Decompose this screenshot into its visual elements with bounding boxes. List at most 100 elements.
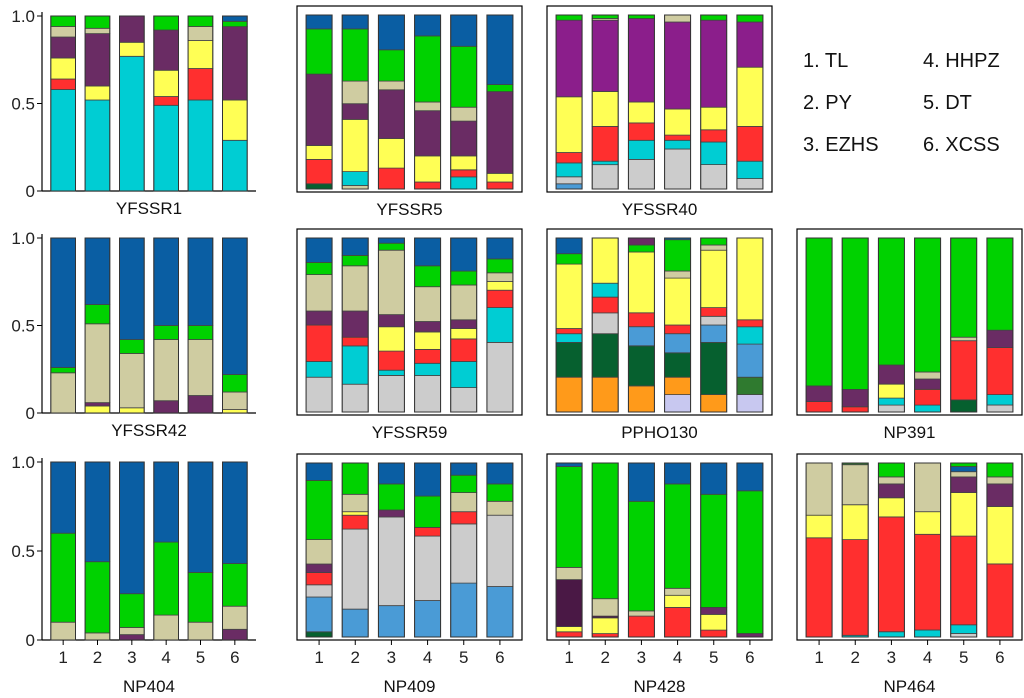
bar-outline <box>664 462 692 638</box>
bar-segment-yellow <box>414 331 442 350</box>
bar-segment-red <box>914 533 941 631</box>
bar-segment-red <box>986 347 1014 396</box>
bar-outline <box>914 462 942 638</box>
bar-segment-yellow <box>377 138 405 169</box>
bar-segment-darkgreen <box>950 399 978 413</box>
bar-segment-gray <box>486 514 514 587</box>
x-tick-label: 5 <box>709 648 718 667</box>
bar-segment-navy <box>414 237 442 267</box>
bar-segment-purple <box>377 509 405 518</box>
bar-segment-red <box>841 539 869 636</box>
bar-segment-navy <box>486 462 514 485</box>
bar-segment-tan <box>805 462 833 516</box>
bar-1 <box>805 462 833 638</box>
bar-segment-yellow <box>222 99 248 141</box>
bar-segment-red <box>555 328 583 335</box>
bar-outline <box>377 237 405 413</box>
bar-outline <box>555 14 583 190</box>
bar-segment-red <box>591 633 619 638</box>
bar-segment-red <box>414 348 442 364</box>
bar-segment-yellow <box>341 511 369 516</box>
bar-segment-red <box>555 631 583 638</box>
bar-segment-navy <box>341 14 369 30</box>
panel-title: NP409 <box>384 677 436 696</box>
bar-segment-purple <box>950 476 978 493</box>
bar-1 <box>555 237 583 413</box>
bar-outline <box>986 462 1014 638</box>
bar-segment-green <box>305 261 333 275</box>
bar-segment-tan <box>450 106 478 122</box>
bar-segment-yellow <box>950 492 978 537</box>
bar-segment-cyan <box>486 307 514 343</box>
x-tick-label: 6 <box>995 648 1004 667</box>
bar-segment-green <box>341 254 369 267</box>
panel-yfssr40: YFSSR40 <box>546 5 773 219</box>
bar-4 <box>414 462 442 638</box>
bar-3 <box>119 237 145 414</box>
bar-segment-yellow <box>736 237 764 321</box>
bar-segment-lightblue <box>341 608 369 638</box>
bar-3 <box>877 237 905 413</box>
bar-outline <box>414 462 442 638</box>
bar-segment-navy <box>153 461 179 543</box>
bar-outline <box>450 14 478 190</box>
bar-5 <box>450 14 478 190</box>
bar-segment-green <box>153 325 179 340</box>
bar-segment-green <box>222 374 248 393</box>
bar-segment-green <box>700 493 728 608</box>
bar-segment-tan <box>305 539 333 565</box>
bar-segment-yellow <box>700 614 728 631</box>
bar-segment-yellow <box>591 91 619 127</box>
bar-segment-green <box>628 500 655 612</box>
bar-segment-red <box>305 158 333 185</box>
bar-segment-red <box>153 96 179 106</box>
bar-segment-gray <box>591 164 619 190</box>
bar-segment-green <box>84 15 111 29</box>
bar-segment-tan <box>222 605 248 630</box>
bar-segment-green <box>591 462 619 600</box>
bar-outline <box>486 237 514 413</box>
bar-segment-cyan <box>377 369 405 376</box>
bar-2 <box>841 237 869 413</box>
bar-segment-lightblue <box>628 326 655 347</box>
bar-segment-gray <box>414 535 442 601</box>
bar-segment-darkgreen <box>305 183 333 190</box>
bar-segment-purple <box>222 26 248 101</box>
bar-segment-tan <box>84 27 111 34</box>
bar-outline <box>50 15 76 192</box>
bar-outline <box>153 237 180 414</box>
bar-outline <box>341 237 369 413</box>
x-tick-label: 4 <box>923 648 932 667</box>
bar-segment-purple <box>450 319 478 329</box>
bar-segment-yellow <box>450 328 478 340</box>
bar-segment-yellow <box>555 96 583 153</box>
x-tick-label: 3 <box>887 648 896 667</box>
bar-segment-purple <box>736 633 764 638</box>
bar-segment-tan <box>84 323 111 403</box>
bar-segment-gray <box>341 528 369 610</box>
bar-segment-green <box>341 462 369 495</box>
bar-segment-purple <box>986 329 1014 349</box>
panel-title: YFSSR59 <box>372 423 448 442</box>
bar-outline <box>877 462 905 638</box>
bar-segment-magenta <box>664 21 691 110</box>
bar-segment-green <box>628 244 655 253</box>
bar-segment-purple <box>305 73 333 146</box>
panel-np391: NP391 <box>796 228 1023 442</box>
bar-segment-tan <box>187 26 214 41</box>
bar-segment-tan <box>50 372 76 414</box>
bar-segment-cyan <box>50 89 76 192</box>
bar-segment-gray <box>950 633 978 638</box>
bar-segment-cyan <box>591 282 619 298</box>
bar-3 <box>119 15 145 192</box>
bar-segment-green <box>450 270 478 286</box>
bar-segment-tan <box>377 249 405 315</box>
bar-segment-red <box>414 181 442 190</box>
bar-segment-tan <box>341 80 369 105</box>
bar-segment-navy <box>305 462 333 481</box>
bar-segment-navy <box>377 462 405 485</box>
bar-segment-red <box>986 563 1014 638</box>
bar-segment-red <box>628 122 655 141</box>
bar-outline <box>700 462 728 638</box>
bar-segment-yellow <box>664 108 691 136</box>
